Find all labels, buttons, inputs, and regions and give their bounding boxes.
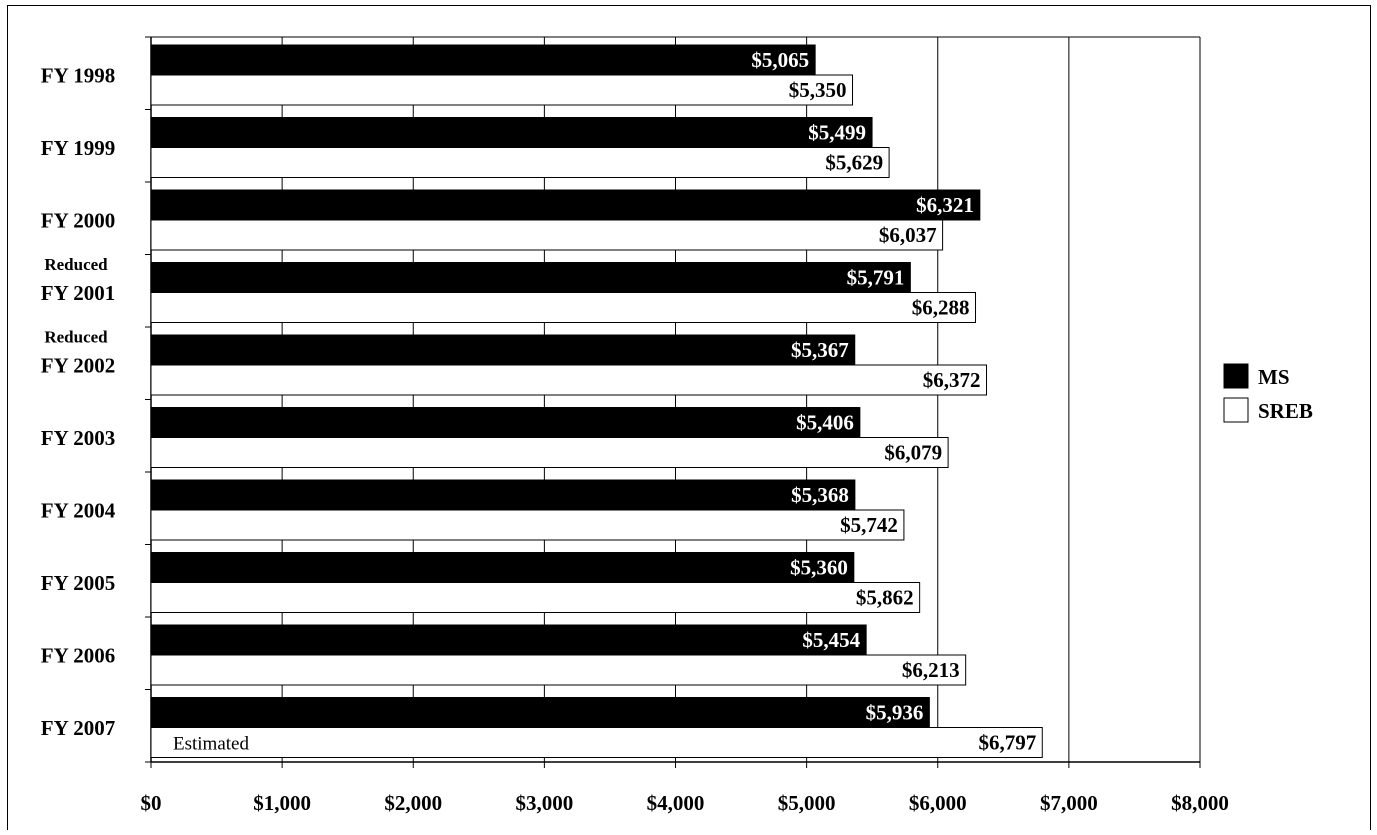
data-label-ms: $5,499 (808, 121, 866, 145)
data-label-sreb: $5,629 (825, 151, 883, 175)
data-label-sreb: $5,742 (840, 513, 898, 537)
x-tick-label: $2,000 (384, 791, 442, 815)
legend-label-ms: MS (1258, 365, 1290, 389)
data-label-ms: $5,454 (802, 628, 860, 652)
bar-sreb (150, 582, 921, 613)
category-annotation: Reduced (44, 255, 108, 274)
bar-ms (150, 697, 930, 728)
bar-sreb (150, 292, 977, 323)
data-label-ms: $5,065 (751, 48, 809, 72)
bar-ms (150, 44, 816, 76)
category-label: FY 2003 (41, 426, 115, 450)
bar-sreb (150, 727, 1043, 758)
data-label-sreb: $6,372 (923, 368, 981, 392)
category-label: FY 2001 (41, 281, 115, 305)
data-label-ms: $5,360 (790, 556, 848, 580)
legend-swatch-sreb (1223, 397, 1249, 423)
data-label-sreb: $6,079 (884, 441, 942, 465)
bar-sreb (150, 74, 854, 106)
category-label: FY 2007 (41, 716, 115, 740)
x-tick-label: $5,000 (778, 791, 836, 815)
bar-sreb (150, 147, 890, 178)
data-label-sreb: $6,797 (979, 731, 1037, 755)
bar-sreb (150, 437, 949, 468)
bar-ms (150, 117, 873, 148)
bar-sreb (150, 509, 905, 541)
x-tick-label: $0 (141, 791, 162, 815)
category-label: FY 1998 (41, 63, 115, 87)
category-label: FY 2004 (41, 498, 116, 522)
x-tick-label: $6,000 (909, 791, 967, 815)
data-label-ms: $6,321 (916, 193, 974, 217)
data-label-ms: $5,406 (796, 411, 854, 435)
x-tick-label: $1,000 (253, 791, 311, 815)
data-label-sreb: $5,350 (789, 78, 847, 102)
bar-sreb (150, 219, 944, 251)
chart-frame (7, 5, 1371, 835)
category-label: FY 2005 (41, 571, 115, 595)
bar-sreb (150, 654, 967, 686)
bar-ms (150, 552, 855, 583)
x-tick-label: $4,000 (647, 791, 705, 815)
bar-ms (150, 407, 861, 438)
x-tick-label: $7,000 (1040, 791, 1098, 815)
data-label-sreb: $6,213 (902, 658, 960, 682)
bar-ms (150, 479, 856, 511)
data-label-ms: $5,936 (866, 701, 924, 725)
category-annotation: Reduced (44, 327, 108, 346)
bar-ms (150, 189, 981, 221)
bar-sreb (150, 364, 988, 396)
data-label-sreb: $6,037 (879, 223, 937, 247)
x-tick-label: $8,000 (1171, 791, 1229, 815)
bar-ms (150, 624, 867, 656)
data-label-ms: $5,368 (791, 483, 849, 507)
legend-label-sreb: SREB (1258, 399, 1313, 423)
data-label-sreb: $5,862 (856, 586, 914, 610)
data-label-sreb: $6,288 (912, 296, 970, 320)
bar-annotation: Estimated (173, 734, 249, 755)
x-tick-label: $3,000 (516, 791, 574, 815)
bar-ms (150, 334, 856, 366)
category-label: FY 2006 (41, 643, 115, 667)
data-label-ms: $5,791 (847, 266, 905, 290)
category-label: FY 2000 (41, 208, 115, 232)
data-label-ms: $5,367 (791, 338, 849, 362)
category-label: FY 2002 (41, 353, 115, 377)
bar-ms (150, 262, 911, 293)
category-label: FY 1999 (41, 136, 115, 160)
legend-swatch-ms (1223, 363, 1249, 389)
